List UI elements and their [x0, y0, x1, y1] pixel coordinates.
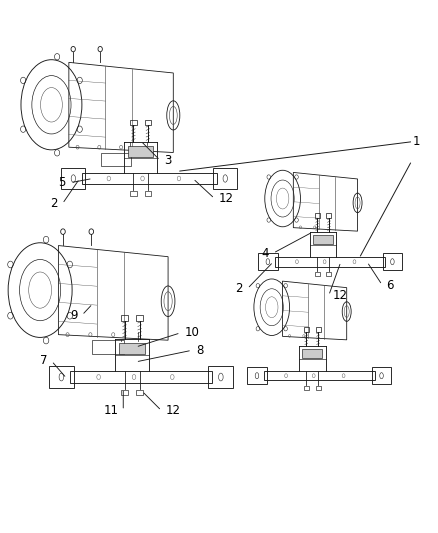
- Text: 12: 12: [166, 404, 181, 417]
- Bar: [145, 191, 151, 196]
- Text: 12: 12: [333, 289, 348, 302]
- Bar: [315, 327, 321, 332]
- Bar: [61, 168, 85, 189]
- Bar: [315, 386, 321, 390]
- Bar: [258, 254, 278, 270]
- Text: 12: 12: [219, 192, 234, 205]
- Bar: [275, 257, 385, 266]
- Text: 10: 10: [185, 326, 200, 340]
- Text: 7: 7: [39, 354, 47, 367]
- Bar: [213, 168, 237, 189]
- Bar: [136, 315, 143, 321]
- Bar: [247, 367, 267, 384]
- Bar: [49, 367, 74, 387]
- Bar: [131, 119, 137, 125]
- Text: 11: 11: [104, 404, 119, 417]
- Bar: [313, 235, 333, 244]
- Text: 4: 4: [261, 247, 268, 260]
- Bar: [302, 349, 322, 358]
- Text: 9: 9: [70, 309, 78, 322]
- Text: 2: 2: [50, 197, 58, 211]
- Text: 8: 8: [196, 344, 204, 357]
- Text: 5: 5: [58, 176, 66, 189]
- Bar: [119, 343, 145, 354]
- Bar: [304, 327, 309, 332]
- Bar: [128, 146, 153, 157]
- Bar: [131, 191, 137, 196]
- Text: 2: 2: [236, 282, 243, 295]
- Text: 3: 3: [165, 154, 172, 167]
- Bar: [208, 367, 233, 387]
- Bar: [372, 367, 391, 384]
- Bar: [382, 254, 402, 270]
- Bar: [314, 272, 320, 276]
- Bar: [314, 213, 320, 218]
- Bar: [121, 315, 128, 321]
- Bar: [326, 213, 332, 218]
- Bar: [145, 119, 151, 125]
- Bar: [304, 386, 309, 390]
- Bar: [264, 371, 374, 381]
- Bar: [136, 390, 143, 395]
- Bar: [326, 272, 332, 276]
- Bar: [121, 390, 128, 395]
- Text: 1: 1: [413, 135, 420, 148]
- Text: 6: 6: [387, 279, 394, 292]
- Bar: [82, 173, 217, 184]
- Bar: [70, 371, 212, 383]
